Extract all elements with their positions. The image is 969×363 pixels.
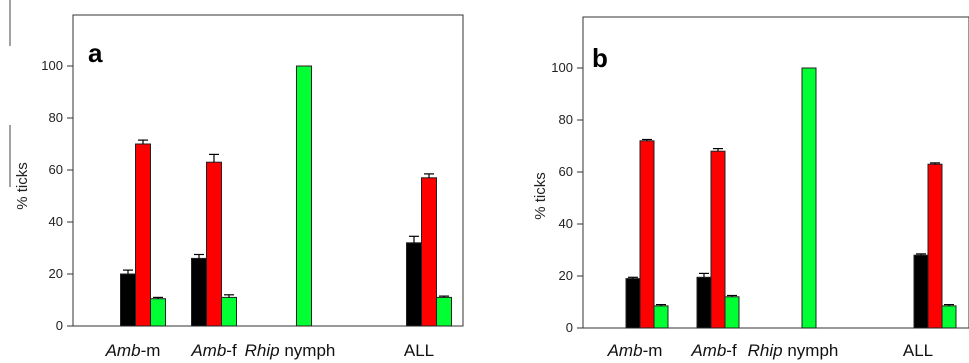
y-tick-label: 40: [559, 216, 573, 231]
bar: [296, 65, 312, 327]
bar: [710, 150, 726, 329]
x-tick-label: Amb-f: [690, 341, 737, 360]
bar: [653, 305, 669, 329]
y-tick-label: 40: [49, 214, 63, 229]
panel-label: a: [88, 38, 103, 68]
y-tick-label: 0: [566, 320, 573, 335]
chart-panel-a: 0 20 40 60 80 100 % ticks a Amb-m Amb-f Rhip nymph…: [14, 14, 464, 360]
y-tick-label: 0: [56, 318, 63, 333]
bar: [913, 254, 929, 329]
y-tick-label: 100: [551, 60, 573, 75]
bar: [221, 296, 237, 327]
y-axis-label: % ticks: [532, 172, 549, 220]
y-tick-label: 60: [49, 162, 63, 177]
x-tick-label: Rhip nymph: [748, 341, 839, 360]
bar: [150, 298, 166, 327]
bar: [941, 305, 957, 329]
y-tick-label: 100: [41, 58, 63, 73]
bar: [206, 161, 222, 327]
bar: [724, 296, 740, 329]
chart-panel-b: 0 20 40 60 80 100 % ticks b Amb-m Amb-f Rhip nymph…: [532, 16, 969, 360]
bar: [436, 296, 452, 327]
bar: [120, 273, 136, 327]
panel-label: b: [592, 43, 608, 73]
y-tick-label: 80: [559, 112, 573, 127]
bar: [191, 257, 207, 327]
y-tick-label: 80: [49, 110, 63, 125]
x-tick-label: Amb-m: [607, 341, 663, 360]
y-tick-label: 60: [559, 164, 573, 179]
bar: [421, 177, 437, 327]
x-tick-label: ALL: [404, 341, 434, 360]
x-tick-label: ALL: [903, 341, 933, 360]
y-axis-label: % ticks: [14, 162, 31, 210]
bar: [696, 276, 712, 329]
bar: [135, 143, 151, 327]
bar: [927, 163, 943, 329]
bar: [801, 67, 817, 329]
x-tick-label: Amb-f: [190, 341, 237, 360]
x-tick-label: Amb-m: [105, 341, 161, 360]
bar: [625, 278, 641, 329]
bar: [639, 140, 655, 329]
y-tick-label: 20: [559, 268, 573, 283]
y-tick-label: 20: [49, 266, 63, 281]
x-tick-label: Rhip nymph: [245, 341, 336, 360]
bar: [406, 242, 422, 327]
